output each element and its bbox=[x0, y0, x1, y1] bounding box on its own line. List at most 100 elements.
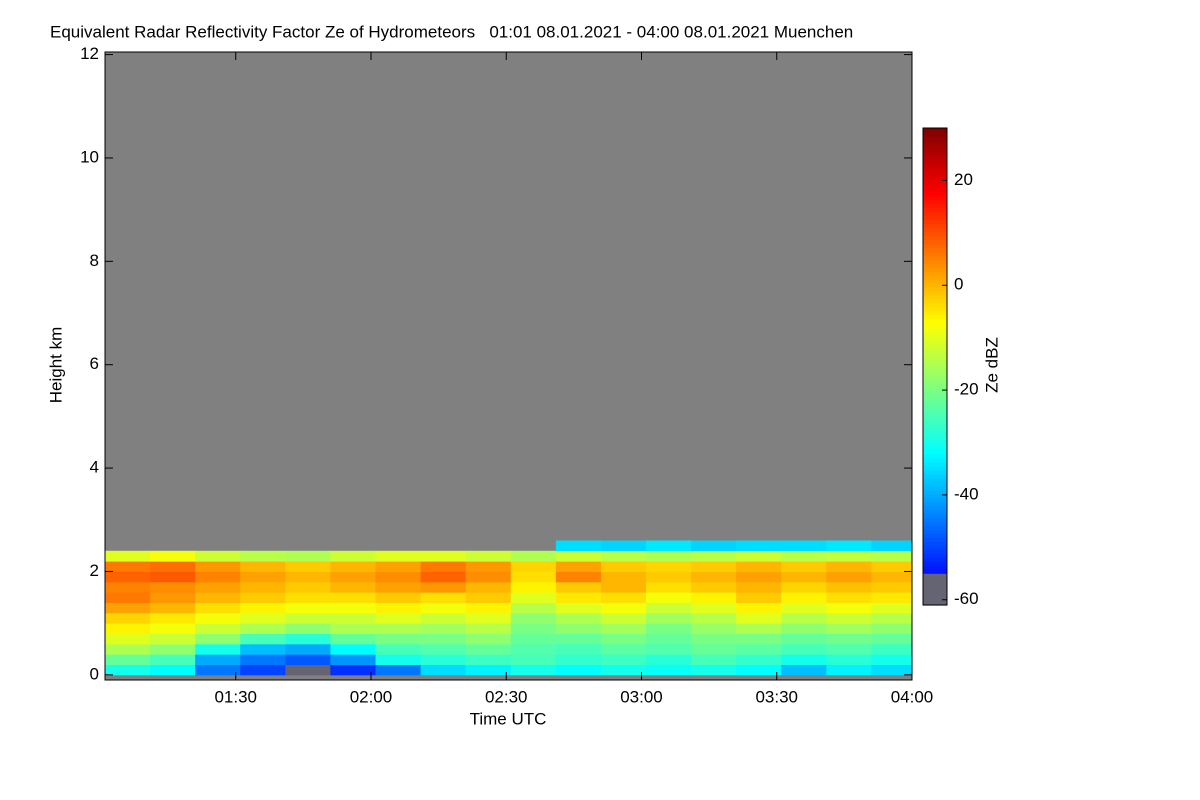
heatmap-cell bbox=[195, 592, 241, 603]
heatmap-cell bbox=[691, 571, 737, 583]
colorbar-swatch bbox=[923, 259, 947, 264]
heatmap-cell bbox=[646, 561, 692, 572]
colorbar-tick-label: -20 bbox=[954, 380, 979, 399]
colorbar-swatch bbox=[923, 442, 947, 447]
heatmap-cell bbox=[465, 602, 512, 614]
colorbar-swatch bbox=[923, 223, 947, 228]
heatmap-cell bbox=[330, 664, 377, 676]
x-tick-label: 02:30 bbox=[485, 687, 528, 706]
heatmap-cell bbox=[105, 633, 151, 645]
x-tick-label: 04:00 bbox=[891, 687, 934, 706]
heatmap-cell bbox=[240, 571, 286, 583]
heatmap-cell bbox=[736, 540, 782, 552]
heatmap-cell bbox=[150, 643, 196, 655]
heatmap-cell bbox=[150, 664, 196, 676]
colorbar-swatch bbox=[923, 553, 947, 558]
heatmap-cell bbox=[150, 581, 196, 593]
heatmap-cell bbox=[646, 623, 692, 634]
heatmap-cell bbox=[555, 581, 602, 593]
colorbar-swatch bbox=[923, 374, 947, 380]
colorbar-swatch bbox=[923, 219, 947, 224]
colorbar-swatch bbox=[923, 350, 947, 356]
colorbar-swatch bbox=[923, 306, 947, 312]
colorbar-swatch bbox=[923, 131, 947, 137]
colorbar-swatch bbox=[923, 135, 947, 141]
heatmap-cell bbox=[420, 592, 467, 603]
colorbar-tick-label: -60 bbox=[954, 589, 979, 608]
heatmap-cell bbox=[420, 664, 467, 676]
colorbar-swatch bbox=[923, 453, 947, 459]
heatmap-cell bbox=[150, 654, 196, 665]
heatmap-cell bbox=[691, 602, 737, 614]
heatmap-cell bbox=[420, 654, 467, 665]
colorbar-swatch bbox=[923, 382, 947, 387]
y-axis-label: Height km bbox=[46, 327, 65, 404]
heatmap-cell bbox=[285, 581, 331, 593]
colorbar-swatch bbox=[923, 251, 947, 256]
heatmap-cell bbox=[240, 602, 286, 614]
heatmap-cell bbox=[826, 633, 872, 645]
colorbar-swatch bbox=[923, 473, 947, 479]
heatmap-cell bbox=[691, 550, 737, 562]
colorbar-swatch bbox=[923, 267, 947, 272]
colorbar-swatch bbox=[923, 569, 947, 574]
heatmap-cell bbox=[646, 540, 692, 552]
heatmap-cell bbox=[330, 571, 377, 583]
chart-title: Equivalent Radar Reflectivity Factor Ze … bbox=[50, 22, 853, 41]
x-axis-label: Time UTC bbox=[470, 709, 547, 728]
colorbar-swatch bbox=[923, 398, 947, 403]
colorbar-swatch bbox=[923, 418, 947, 423]
heatmap-cell bbox=[240, 592, 286, 603]
colorbar-swatch bbox=[923, 517, 947, 523]
heatmap-cell bbox=[781, 623, 827, 634]
heatmap-cell bbox=[285, 602, 331, 614]
heatmap-cell bbox=[600, 581, 647, 593]
heatmap-cell bbox=[600, 602, 647, 614]
heatmap-cell bbox=[330, 633, 377, 645]
heatmap-cell bbox=[375, 592, 422, 603]
colorbar-swatch bbox=[923, 279, 947, 284]
heatmap-cell bbox=[330, 581, 377, 593]
heatmap-cell bbox=[285, 612, 331, 624]
heatmap-cell bbox=[105, 612, 151, 624]
colorbar-swatch bbox=[923, 263, 947, 268]
heatmap-cell bbox=[240, 654, 286, 665]
heatmap-cell bbox=[510, 612, 557, 624]
heatmap-cell bbox=[150, 592, 196, 603]
heatmap-cell bbox=[285, 654, 331, 665]
heatmap-cell bbox=[691, 592, 737, 603]
heatmap-cell bbox=[736, 602, 782, 614]
colorbar-swatch bbox=[923, 211, 947, 217]
colorbar-swatch bbox=[923, 235, 947, 240]
colorbar-tick-label: -40 bbox=[954, 484, 979, 503]
heatmap-cell bbox=[555, 540, 602, 552]
colorbar-swatch bbox=[923, 139, 947, 145]
heatmap-cell bbox=[150, 612, 196, 624]
colorbar-swatch bbox=[923, 227, 947, 232]
heatmap-cell bbox=[555, 664, 602, 676]
heatmap-cell bbox=[871, 633, 912, 645]
y-tick-label: 0 bbox=[90, 664, 99, 683]
colorbar-swatch bbox=[923, 175, 947, 181]
heatmap-cell bbox=[736, 571, 782, 583]
colorbar-swatch bbox=[923, 366, 947, 372]
heatmap-cell bbox=[826, 602, 872, 614]
heatmap-cell bbox=[510, 571, 557, 583]
heatmap-cell bbox=[600, 540, 647, 552]
heatmap-cell bbox=[465, 664, 512, 676]
colorbar-swatch bbox=[923, 271, 947, 276]
heatmap-cell bbox=[195, 602, 241, 614]
heatmap-cell bbox=[465, 612, 512, 624]
heatmap-cell bbox=[240, 633, 286, 645]
heatmap-cell bbox=[826, 664, 872, 676]
heatmap-cell bbox=[646, 633, 692, 645]
heatmap-cell bbox=[736, 561, 782, 572]
heatmap-cell bbox=[375, 654, 422, 665]
y-tick-label: 6 bbox=[90, 354, 99, 373]
heatmap-cell bbox=[736, 623, 782, 634]
axes: 0 2 4 6 8 10 12 01:30 02:00 02:30 03:00 03:30 04:00 -… bbox=[80, 44, 979, 706]
heatmap-cell bbox=[691, 643, 737, 655]
colorbar-swatch bbox=[923, 533, 947, 539]
colorbar-swatch bbox=[923, 410, 947, 415]
